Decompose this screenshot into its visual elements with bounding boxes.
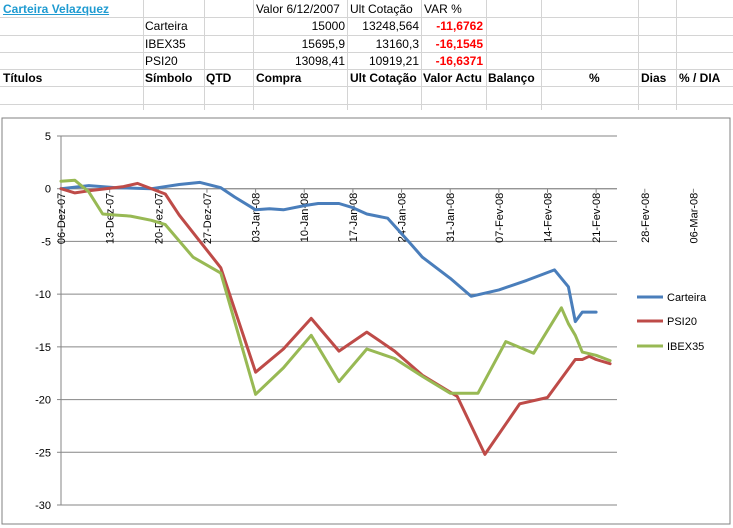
x-tick-label: 06-Mar-08 (688, 193, 700, 244)
series-line-ibex35[interactable] (59, 178, 612, 396)
summary-name[interactable]: PSI20 (145, 54, 178, 68)
gridline (253, 0, 254, 110)
col-header-titulos[interactable]: Títulos (3, 71, 43, 85)
gridline (0, 69, 733, 70)
summary-valor[interactable]: 15695,9 (301, 37, 345, 51)
gridline (486, 0, 487, 110)
col-header-percent-dia[interactable]: % / DIA (679, 71, 721, 85)
legend-label: Carteira (667, 292, 707, 304)
y-tick-label: -25 (35, 447, 51, 459)
x-tick-label: 28-Fev-08 (640, 193, 652, 243)
gridline (0, 35, 733, 36)
gridline (0, 52, 733, 53)
col-header-compra[interactable]: Compra (256, 71, 302, 85)
x-tick-label: 03-Jan-08 (251, 193, 263, 243)
header-valor[interactable]: Valor 6/12/2007 (256, 2, 340, 16)
x-tick-label: 21-Fev-08 (591, 193, 603, 243)
legend-label: PSI20 (667, 316, 697, 328)
y-tick-label: -5 (41, 236, 51, 248)
col-header-ult-cotacao[interactable]: Ult Cotação (350, 71, 417, 85)
x-tick-label: 14-Fev-08 (543, 193, 555, 243)
y-tick-label: -15 (35, 342, 51, 354)
gridline (204, 0, 205, 110)
gridline (638, 0, 639, 110)
y-tick-label: 0 (45, 184, 51, 196)
col-header-balanco[interactable]: Balanço (488, 71, 535, 85)
summary-name[interactable]: IBEX35 (145, 37, 186, 51)
x-tick-label: 31-Jan-08 (445, 193, 457, 243)
col-header-valor-actual[interactable]: Valor Actu (423, 71, 482, 85)
chart-series (59, 178, 612, 456)
gridline (541, 0, 542, 110)
legend-label: IBEX35 (667, 341, 704, 353)
series-line-carteira[interactable] (59, 180, 598, 324)
summary-var[interactable]: -16,1545 (435, 37, 483, 51)
col-header-qtd[interactable]: QTD (206, 71, 232, 85)
gridline (0, 104, 733, 105)
summary-valor[interactable]: 15000 (311, 19, 345, 33)
x-tick-label: 07-Fev-08 (494, 193, 506, 243)
series-line-psi20[interactable] (59, 181, 612, 456)
gridline (676, 0, 677, 110)
gridline (347, 0, 348, 110)
col-header-percent[interactable]: % (589, 71, 600, 85)
y-tick-label: -20 (35, 395, 51, 407)
y-tick-label: -10 (35, 289, 51, 301)
x-tick-label: 17-Jan-08 (348, 193, 360, 243)
summary-ult[interactable]: 13160,3 (375, 37, 419, 51)
gridline (0, 86, 733, 87)
x-tick-label: 10-Jan-08 (299, 193, 311, 243)
x-tick-label: 06-Dez-07 (56, 193, 68, 244)
col-header-simbolo[interactable]: Símbolo (145, 71, 193, 85)
x-tick-label: 20-Dez-07 (153, 193, 165, 244)
summary-ult[interactable]: 10919,21 (368, 54, 419, 68)
x-tick-label: 27-Dez-07 (202, 193, 214, 244)
x-tick-label: 13-Dez-07 (105, 193, 117, 244)
y-axis-ticks: 5 0 -5 -10 -15 -20 -25 -30 (35, 131, 61, 512)
x-axis: 06-Dez-07 13-Dez-07 20-Dez-07 27-Dez-07 03-J… (56, 188, 700, 244)
summary-valor[interactable]: 13098,41 (294, 54, 345, 68)
gridline (421, 0, 422, 110)
col-header-dias[interactable]: Dias (641, 71, 667, 85)
summary-var[interactable]: -11,6762 (436, 19, 483, 33)
chart-legend: Carteira PSI20 IBEX35 (637, 292, 707, 353)
summary-var[interactable]: -16,6371 (435, 54, 483, 68)
summary-ult[interactable]: 13248,564 (362, 19, 419, 33)
summary-name[interactable]: Carteira (145, 19, 188, 33)
y-tick-label: 5 (45, 131, 51, 143)
y-tick-label: -30 (35, 500, 51, 512)
header-ult-cotacao[interactable]: Ult Cotação (350, 2, 413, 16)
chart-frame (1, 117, 731, 525)
gridline (0, 17, 733, 18)
gridline (143, 0, 144, 110)
header-var[interactable]: VAR % (424, 2, 462, 16)
portfolio-title-link[interactable]: Carteira Velazquez (3, 2, 110, 16)
